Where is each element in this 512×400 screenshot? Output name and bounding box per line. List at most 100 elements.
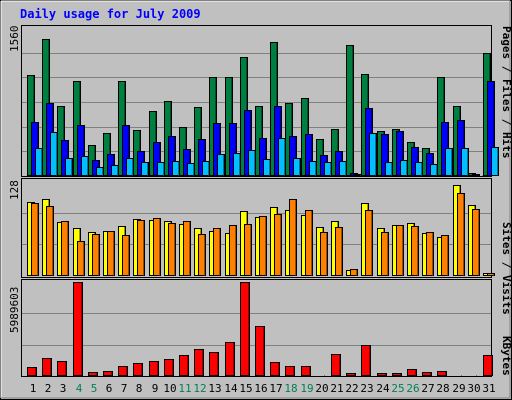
kbytes-bar-kbytes-day-15 <box>240 282 250 376</box>
kbytes-bar-kbytes-day-5 <box>88 372 98 376</box>
x-tick-label-day-8: 8 <box>136 382 143 395</box>
hits-bar-pages-day-7 <box>126 158 134 176</box>
hits-bar-pages-day-18 <box>293 158 301 176</box>
kbytes-bar-kbytes-day-12 <box>194 349 204 376</box>
hits-bar-pages-day-6 <box>111 165 119 176</box>
hits-bar-pages-day-1 <box>35 148 43 176</box>
hits-bar-pages-day-21 <box>339 161 347 176</box>
x-axis-labels: 1 2 3 4 5 6 7 8 9 10 11 12 13 14 15 16 17 18 19 20 21 22 23 24 2… <box>30 382 496 395</box>
x-tick-label-day-13: 13 <box>208 382 221 395</box>
kbytes-bar-kbytes-day-28 <box>437 371 447 376</box>
kbytes-bar-kbytes-day-7 <box>118 366 128 376</box>
kbytes-bar-kbytes-day-4 <box>73 282 83 376</box>
visits-bar-sites-day-8 <box>137 220 145 276</box>
visits-bar-sites-day-27 <box>426 232 434 276</box>
visits-bar-sites-day-9 <box>153 218 161 276</box>
x-tick-label-day-9: 9 <box>152 382 159 395</box>
hits-bar-pages-day-26 <box>415 162 423 176</box>
legend-visits: Visits <box>500 275 512 315</box>
visits-bar-sites-day-20 <box>320 232 328 276</box>
visits-bar-sites-day-14 <box>229 225 237 276</box>
kbytes-bar-kbytes-day-31 <box>483 355 493 376</box>
hits-bar-pages-day-5 <box>96 167 104 176</box>
kbytes-bar-kbytes-day-26 <box>407 369 417 376</box>
x-tick-label-day-22: 22 <box>345 382 358 395</box>
kbytes-bar-kbytes-day-3 <box>57 361 67 376</box>
visits-bar-sites-day-31 <box>487 273 495 276</box>
kbytes-bar-kbytes-day-1 <box>27 367 37 376</box>
kbytes-bar-kbytes-day-25 <box>392 373 402 376</box>
visits-bar-sites-day-30 <box>472 209 480 276</box>
x-tick-label-day-29: 29 <box>452 382 465 395</box>
x-tick-label-day-3: 3 <box>60 382 67 395</box>
hits-bar-pages-day-29 <box>461 148 469 176</box>
kbytes-bar-kbytes-day-18 <box>285 366 295 376</box>
x-tick-label-day-12: 12 <box>193 382 206 395</box>
hits-bar-pages-day-24 <box>385 162 393 176</box>
x-tick-label-day-21: 21 <box>330 382 343 395</box>
visits-bar-sites-day-6 <box>107 231 115 276</box>
hits-bar-pages-day-27 <box>430 164 438 176</box>
hits-bar-pages-day-19 <box>309 161 317 176</box>
x-tick-label-day-24: 24 <box>376 382 390 395</box>
x-tick-label-day-26: 26 <box>406 382 419 395</box>
visits-bar-sites-day-21 <box>335 227 343 276</box>
x-tick-label-day-28: 28 <box>436 382 449 395</box>
legend-pages: Pages <box>500 26 512 59</box>
bars-layer <box>27 39 499 376</box>
x-tick-label-day-15: 15 <box>239 382 252 395</box>
visits-bar-sites-day-15 <box>244 224 252 276</box>
visits-ymax-label: 128 <box>8 180 21 200</box>
x-tick-label-day-30: 30 <box>467 382 480 395</box>
hits-bar-pages-day-28 <box>445 148 453 176</box>
hits-bar-pages-day-9 <box>157 162 165 176</box>
visits-bar-sites-day-4 <box>77 241 85 276</box>
x-tick-label-day-6: 6 <box>106 382 113 395</box>
visits-bar-sites-day-25 <box>396 225 404 276</box>
visits-bar-sites-day-22 <box>350 269 358 276</box>
visits-bar-sites-day-11 <box>183 221 191 276</box>
chart-title: Daily usage for July 2009 <box>20 7 201 21</box>
visits-bar-sites-day-29 <box>457 193 465 276</box>
visits-bar-sites-day-17 <box>274 214 282 276</box>
x-tick-label-day-1: 1 <box>30 382 37 395</box>
x-tick-label-day-7: 7 <box>121 382 128 395</box>
kbytes-bar-kbytes-day-6 <box>103 371 113 376</box>
visits-bar-sites-day-3 <box>61 221 69 276</box>
kbytes-legend: KBytes <box>500 336 512 376</box>
kbytes-bar-kbytes-day-8 <box>133 363 143 376</box>
x-tick-label-day-23: 23 <box>360 382 373 395</box>
kbytes-bar-kbytes-day-11 <box>179 355 189 376</box>
hits-bar-pages-day-25 <box>400 160 408 176</box>
legend-kbytes: KBytes <box>500 336 512 376</box>
kbytes-bar-kbytes-day-2 <box>42 358 52 376</box>
legend-sep: / <box>500 255 512 275</box>
hits-bar-pages-day-15 <box>248 150 256 176</box>
hits-bar-pages-day-31 <box>491 147 499 176</box>
hits-legend: Pages / Files / Hits <box>500 26 512 159</box>
hits-bar-pages-day-10 <box>172 161 180 176</box>
hits-bar-pages-day-14 <box>233 153 241 176</box>
legend-sites: Sites <box>500 222 512 255</box>
x-tick-label-day-19: 19 <box>300 382 313 395</box>
legend-files: Files <box>500 79 512 112</box>
kbytes-ymax-label: 5989603 <box>8 287 21 333</box>
visits-bar-sites-day-13 <box>213 228 221 276</box>
hits-bar-pages-day-20 <box>324 162 332 176</box>
kbytes-bar-kbytes-day-21 <box>331 354 341 376</box>
x-tick-label-day-27: 27 <box>421 382 434 395</box>
visits-bar-sites-day-1 <box>31 203 39 276</box>
visits-bar-sites-day-5 <box>92 234 100 276</box>
visits-bar-sites-day-7 <box>122 235 130 276</box>
visits-bar-sites-day-12 <box>198 234 206 276</box>
hits-bar-pages-day-11 <box>187 163 195 176</box>
hits-bar-pages-day-2 <box>50 132 58 176</box>
x-tick-label-day-2: 2 <box>45 382 52 395</box>
visits-bar-sites-day-10 <box>168 223 176 276</box>
x-tick-label-day-17: 17 <box>269 382 282 395</box>
kbytes-bar-kbytes-day-27 <box>422 372 432 376</box>
hits-bar-pages-day-13 <box>217 154 225 176</box>
x-tick-label-day-5: 5 <box>91 382 98 395</box>
visits-bar-sites-day-18 <box>289 199 297 276</box>
